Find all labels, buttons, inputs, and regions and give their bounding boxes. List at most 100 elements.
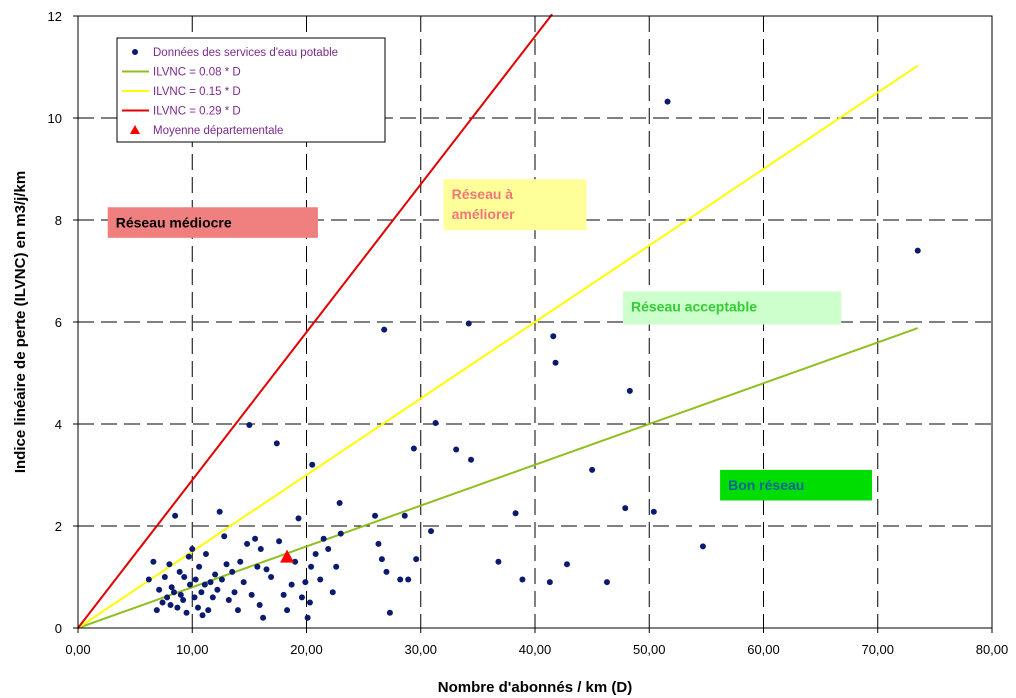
- data-point: [495, 558, 502, 565]
- data-point: [229, 568, 236, 575]
- series-line: [77, 64, 919, 629]
- data-point: [150, 558, 157, 565]
- data-point: [325, 545, 332, 552]
- legend-box: [116, 37, 386, 143]
- x-tick-label: 80,00: [976, 642, 1009, 657]
- data-point: [546, 579, 553, 586]
- data-point: [176, 568, 183, 575]
- x-tick-label: 60,00: [747, 642, 780, 657]
- data-point: [183, 609, 190, 616]
- data-point: [333, 563, 340, 570]
- data-point: [172, 512, 179, 519]
- data-point: [519, 576, 526, 583]
- data-point: [432, 419, 439, 426]
- data-point: [284, 607, 291, 614]
- zone-label: améliorer: [452, 206, 516, 222]
- data-point: [336, 500, 343, 507]
- x-tick-label: 70,00: [861, 642, 894, 657]
- legend-swatch: [132, 49, 138, 55]
- data-point: [512, 510, 519, 517]
- series-line: [77, 327, 919, 629]
- x-tick-label: 20,00: [290, 642, 323, 657]
- data-point: [308, 563, 315, 570]
- data-point: [273, 440, 280, 447]
- data-point: [246, 422, 253, 429]
- average-marker: [280, 549, 295, 563]
- zone-label: Réseau à: [452, 186, 514, 202]
- data-point: [306, 599, 313, 606]
- x-tick-label: 0,00: [65, 642, 90, 657]
- data-point: [465, 320, 472, 327]
- data-point: [257, 545, 264, 552]
- data-point: [405, 576, 412, 583]
- data-point: [252, 535, 259, 542]
- data-point: [168, 584, 175, 591]
- zone-box: [443, 179, 587, 231]
- x-tick-label: 50,00: [633, 642, 666, 657]
- data-point: [201, 581, 208, 588]
- data-point: [145, 576, 152, 583]
- data-point: [329, 589, 336, 596]
- data-point: [288, 581, 295, 588]
- data-point: [312, 551, 319, 558]
- data-point: [650, 508, 657, 515]
- data-point: [295, 515, 302, 522]
- data-points: [145, 98, 921, 621]
- data-point: [381, 326, 388, 333]
- data-point: [209, 594, 216, 601]
- y-tick-label: 6: [55, 315, 62, 330]
- data-point: [218, 576, 225, 583]
- x-tick-label: 30,00: [404, 642, 437, 657]
- data-point: [320, 535, 327, 542]
- data-point: [185, 553, 192, 560]
- x-tick-label: 10,00: [176, 642, 209, 657]
- data-point: [248, 591, 255, 598]
- y-axis-title: Indice linéaire de perte (ILVNC) en m3/j…: [12, 171, 29, 473]
- y-tick-label: 10: [48, 111, 62, 126]
- average-triangle: [280, 549, 295, 563]
- data-point: [622, 505, 629, 512]
- data-point: [181, 574, 188, 580]
- data-point: [194, 604, 201, 611]
- y-tick-label: 0: [55, 621, 62, 636]
- data-point: [207, 579, 214, 586]
- data-point: [664, 98, 671, 105]
- data-point: [603, 579, 610, 586]
- data-point: [174, 604, 181, 611]
- y-tick-label: 2: [55, 519, 62, 534]
- data-point: [156, 586, 163, 593]
- data-point: [268, 574, 275, 580]
- data-point: [192, 576, 199, 583]
- data-point: [397, 576, 404, 583]
- data-point: [413, 556, 420, 563]
- series-lines: [77, 13, 919, 629]
- data-point: [205, 607, 212, 614]
- data-point: [401, 512, 408, 519]
- data-point: [198, 589, 205, 596]
- data-point: [263, 566, 270, 573]
- data-point: [164, 594, 171, 601]
- data-point: [260, 614, 267, 621]
- data-point: [453, 446, 460, 453]
- legend-swatch: [130, 125, 140, 134]
- data-point: [159, 599, 166, 606]
- data-point: [196, 563, 203, 570]
- data-point: [221, 533, 228, 540]
- x-tick-label: 40,00: [519, 642, 552, 657]
- data-point: [317, 576, 324, 583]
- data-point: [191, 594, 198, 601]
- data-point: [276, 538, 283, 545]
- series-line: [77, 13, 553, 629]
- data-point: [231, 589, 238, 596]
- zone-label: Bon réseau: [728, 477, 804, 493]
- data-point: [280, 591, 287, 598]
- data-point: [589, 466, 596, 473]
- data-point: [375, 540, 382, 547]
- x-axis-title: Nombre d'abonnés / km (D): [438, 679, 632, 696]
- zone-box: [107, 207, 318, 238]
- zone-labels: Réseau médiocre Réseau à améliorer Réseau a…: [107, 179, 873, 501]
- data-point: [699, 543, 706, 550]
- legend-label: Données des services d'eau potable: [153, 47, 338, 59]
- data-point: [214, 586, 221, 593]
- data-point: [256, 602, 263, 609]
